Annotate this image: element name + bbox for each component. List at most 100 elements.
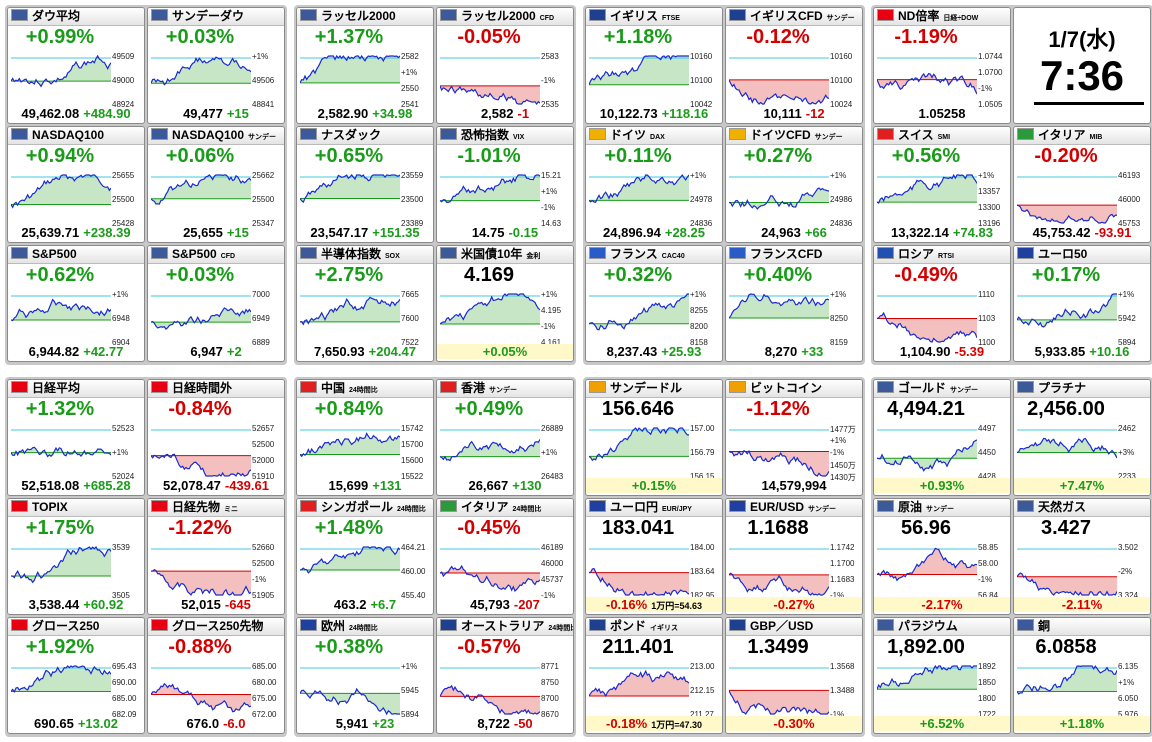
market-tile[interactable]: イタリア MIB -0.20% 46193 46000 45753 45,753.42 -93… — [1013, 126, 1151, 243]
market-tile[interactable]: ユーロ50 +0.17% +1% 5942 5894 5,933.85 +10.16 — [1013, 245, 1151, 362]
market-tile[interactable]: 原油 サンデー 56.96 58.85 58.00 -1% 56.84 -2.17% — [873, 498, 1011, 615]
axis-label: 690.00 — [112, 678, 137, 687]
market-tile[interactable]: サンデーダウ +0.03% +1% 49506 48841 49,477 +15 — [147, 7, 285, 124]
market-tile[interactable]: 1/7(水) 7:36 — [1013, 7, 1151, 124]
market-tile[interactable]: 日経時間外 -0.84% 52657 52500 52000 51910 52,078.47… — [147, 379, 285, 496]
market-tile[interactable]: フランス CAC40 +0.32% +1% 8255 8200 8158 8,237.43 +2… — [585, 245, 723, 362]
market-tile[interactable]: ラッセル2000 CFD -0.05% 2583 -1% 2535 2,582 -1 — [436, 7, 574, 124]
market-tile[interactable]: ゴールド サンデー 4,494.21 4497 4450 4428 +0.93% — [873, 379, 1011, 496]
market-tile[interactable]: S&P500 CFD +0.03% 7000 6949 6889 6,947 +2 — [147, 245, 285, 362]
market-tile[interactable]: オーストラリア24時間比-0.57%87718750870086708,722-… — [436, 617, 574, 734]
tile-footer: 26,667 +130 — [437, 478, 573, 493]
footer-value: +34.98 — [372, 106, 413, 121]
market-tile[interactable]: プラチナ 2,456.00 2462 +3% 2233 +7.47% — [1013, 379, 1151, 496]
market-tile[interactable]: TOPIX +1.75% 3539 3505 3,538.44 +60.92 — [7, 498, 145, 615]
sparkline-line — [300, 174, 400, 204]
market-tile[interactable]: 米国債10年 金利 4.169 +1% 4.195 -1% 4.161 +0.05% — [436, 245, 574, 362]
axis-label: 52523 — [112, 424, 135, 433]
flag — [440, 128, 457, 140]
market-tile[interactable]: GBP／USD 1.3499 1.3568 1.3488 -1% -0.30% — [725, 617, 863, 734]
sparkline-area — [151, 683, 251, 712]
main-value: -0.45% — [457, 517, 521, 539]
market-tile[interactable]: ナスダック +0.65% 23559 23500 23389 23,547.17 +151.… — [296, 126, 434, 243]
axis-label: 6949 — [252, 314, 270, 323]
market-tile[interactable]: パラジウム 1,892.00 1892 1850 1800 1722 +6.52% — [873, 617, 1011, 734]
market-tile[interactable]: 天然ガス 3.427 3.502 -2% 3.324 -2.11% — [1013, 498, 1151, 615]
market-tile[interactable]: フランスCFD +0.40% +1% 8250 8159 8,270 +33 — [725, 245, 863, 362]
market-tile[interactable]: サンデードル 156.646 157.00 156.79 156.15 +0.15% — [585, 379, 723, 496]
market-tile[interactable]: グロース250先物 -0.88% 685.00 680.00 675.00 672.00 6… — [147, 617, 285, 734]
footer-value: +7.47% — [1059, 478, 1105, 493]
tile-header: 銅 — [1014, 618, 1150, 636]
flag — [11, 128, 28, 140]
footer-value: +0.05% — [482, 344, 528, 359]
footer-value: +28.25 — [664, 225, 705, 240]
market-tile[interactable]: ユーロ円 EUR/JPY 183.041 184.00 183.64 182.95 -0.1… — [585, 498, 723, 615]
market-tile[interactable]: イタリア 24時間比 -0.45% 46189 46000 45737 -1% 45,793-… — [436, 498, 574, 615]
axis-label: 213.00 — [690, 662, 715, 671]
sparkline — [589, 55, 689, 86]
sparkline — [589, 174, 689, 203]
tile-footer: 2,582.90 +34.98 — [297, 106, 433, 121]
axis-label: 15.21 — [541, 171, 562, 180]
axis-label: 4497 — [978, 424, 996, 433]
axis-label: 13196 — [978, 219, 1001, 228]
tile-footer: 8,237.43 +25.93 — [586, 344, 722, 359]
market-tile[interactable]: ND倍率 日経÷DOW -1.19% 1.0744 1.0700 -1% 1.0505 1.0… — [873, 7, 1011, 124]
market-tile[interactable]: イギリスCFD サンデー -0.12% 10160 10100 10024 10,111 -1… — [725, 7, 863, 124]
market-tile[interactable]: 銅 6.0858 6.135 +1% 6.050 5.976 +1.18% — [1013, 617, 1151, 734]
market-tile[interactable]: S&P500 +0.62% +1% 6948 6904 6,944.82 +42.77 — [7, 245, 145, 362]
market-tile[interactable]: 香港 サンデー +0.49% 26889 +1% 26483 26,667 +130 — [436, 379, 574, 496]
market-name: 日経時間外 — [172, 381, 233, 395]
sparkline — [11, 174, 111, 209]
flag — [300, 247, 317, 259]
market-tile[interactable]: グロース250 +1.92% 695.43 690.00 685.00 682.09 690… — [7, 617, 145, 734]
sparkline-area — [589, 175, 689, 203]
footer-value: -439.61 — [224, 478, 269, 493]
sparkline — [877, 173, 977, 204]
footer-value: 8,237.43 — [606, 344, 658, 359]
footer-value: -0.18% — [606, 716, 648, 731]
market-name: サンデーダウ — [172, 9, 245, 23]
market-tile[interactable]: 欧州 24時間比 +0.38% +1% 5945 5894 5,941 +23 — [296, 617, 434, 734]
axis-label: 52500 — [252, 440, 275, 449]
market-tile[interactable]: NASDAQ100 +0.94% 25655 25500 25428 25,639.71 +… — [7, 126, 145, 243]
panel-group: ゴールド サンデー 4,494.21 4497 4450 4428 +0.93% プラチナ 2,… — [871, 377, 1152, 737]
sparkline — [589, 293, 689, 331]
sparkline-line — [440, 85, 540, 106]
axis-label: 45753 — [1118, 219, 1141, 228]
market-tile[interactable]: EUR/USD サンデー 1.1688 1.1742 1.1700 1.1683 -1% -0… — [725, 498, 863, 615]
market-tile[interactable]: 日経平均 +1.32% 52523 +1% 52024 52,518.08 +685.28 — [7, 379, 145, 496]
sparkline-line — [1017, 437, 1117, 459]
sparkline — [877, 664, 977, 690]
market-tile[interactable]: イギリス FTSE +1.18% 10160 10100 10042 10,122.73 +1… — [585, 7, 723, 124]
sparkline-line — [589, 55, 689, 86]
tile-header: 恐怖指数 VIX — [437, 127, 573, 145]
axis-label: 460.00 — [401, 567, 426, 576]
footer-value: -50 — [513, 716, 533, 731]
market-tile[interactable]: 半導体指数 SOX +2.75% 7665 7600 7522 7,650.93 +204.4… — [296, 245, 434, 362]
footer-value: +33 — [801, 344, 824, 359]
market-tile[interactable]: ポンド イギリス 211.401 213.00 212.15 211.27 -0.18% 1万… — [585, 617, 723, 734]
market-tile[interactable]: ドイツCFD サンデー +0.27% +1% 24986 24836 24,963 +66 — [725, 126, 863, 243]
market-tile[interactable]: シンガポール 24時間比 +1.48% 464.21 460.00 455.40 463.2… — [296, 498, 434, 615]
market-tile[interactable]: ロシア RTSI -0.49% 1110 1103 1100 1,104.90 -5.39 — [873, 245, 1011, 362]
axis-label: 15522 — [401, 472, 424, 481]
sparkline — [11, 295, 111, 322]
tile-header: TOPIX — [8, 499, 144, 517]
market-tile[interactable]: ダウ平均 +0.99% 49509 49000 48924 49,462.08 +484.9… — [7, 7, 145, 124]
market-tile[interactable]: スイス SMI +0.56% +1% 13357 13300 13196 13,322.14 +… — [873, 126, 1011, 243]
sparkline-area — [877, 439, 977, 471]
tile-header: サンデーダウ — [148, 8, 284, 26]
market-tile[interactable]: 恐怖指数 VIX -1.01% 15.21 +1% -1% 14.63 14.75 -0.15 — [436, 126, 574, 243]
axis-label: 10100 — [690, 76, 713, 85]
market-name: スイス — [898, 128, 934, 142]
footer-value: 1,104.90 — [899, 344, 951, 359]
market-tile[interactable]: 日経先物 ミニ -1.22% 52660 52500 -1% 51905 52,015 -645 — [147, 498, 285, 615]
market-tile[interactable]: ラッセル2000 +1.37% 2582 +1% 2550 2541 2,582.90 +34… — [296, 7, 434, 124]
market-tile[interactable]: ビットコイン -1.12% 1477万 +1% -1% 1450万 1430万 14,579,… — [725, 379, 863, 496]
market-tile[interactable]: 中国 24時間比 +0.84% 15742 15700 15600 15522 15,699 +… — [296, 379, 434, 496]
market-tile[interactable]: ドイツ DAX +0.11% +1% 24978 24836 24,896.94 +28.25 — [585, 126, 723, 243]
market-tile[interactable]: NASDAQ100 サンデー +0.06% 25662 25500 25347 25,655… — [147, 126, 285, 243]
axis-label: 4.161 — [541, 338, 562, 347]
